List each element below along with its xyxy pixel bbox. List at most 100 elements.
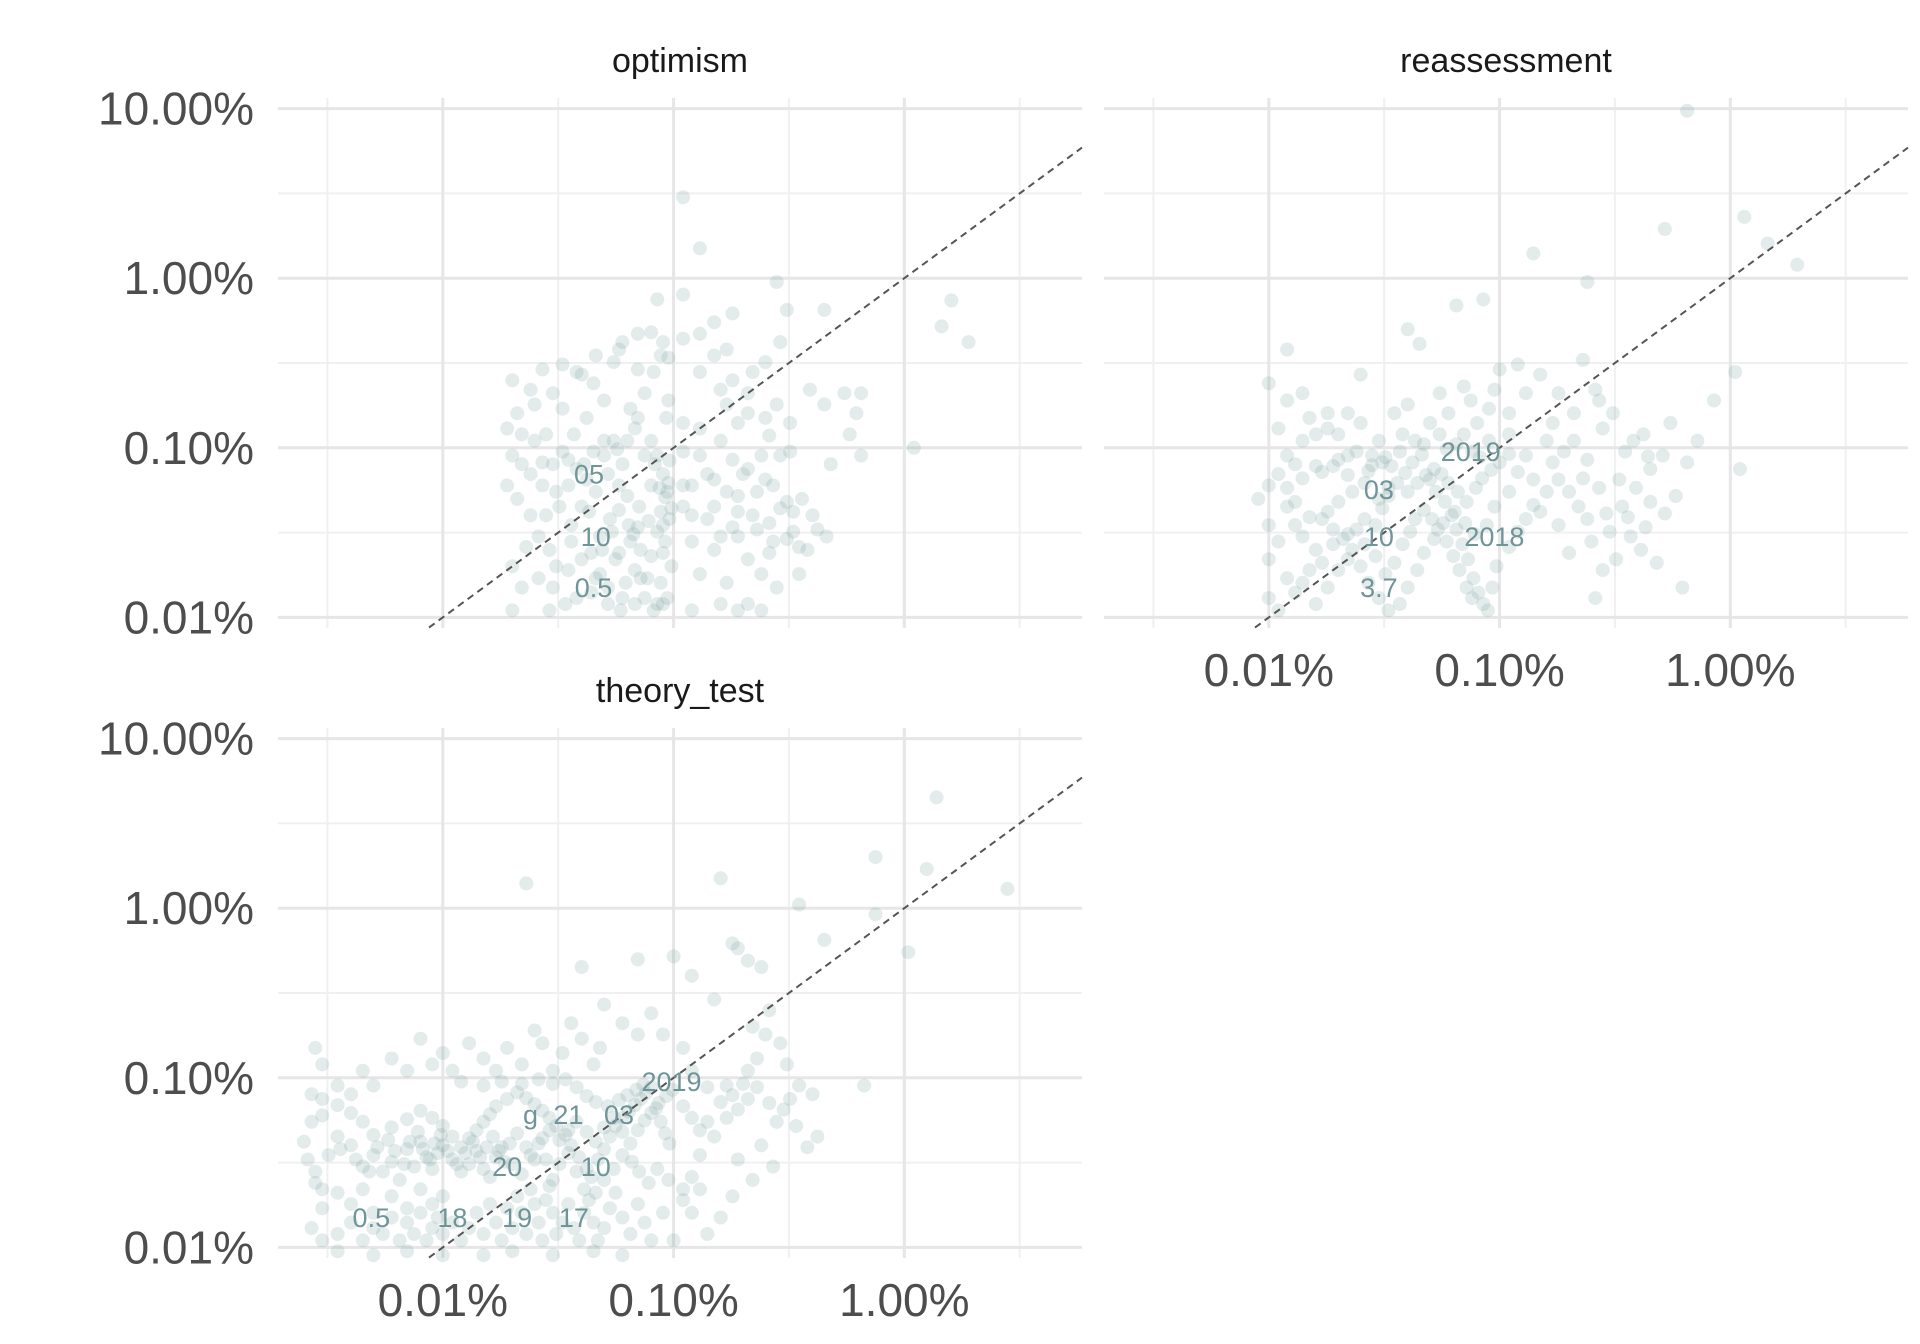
data-point	[1571, 499, 1586, 514]
data-point	[527, 1097, 542, 1112]
data-point	[637, 1215, 652, 1230]
data-point	[1427, 462, 1441, 476]
data-point	[1331, 427, 1346, 442]
data-point	[427, 1136, 442, 1151]
data-point	[627, 597, 642, 611]
data-point	[725, 1189, 740, 1204]
data-point	[552, 1157, 567, 1172]
data-point	[574, 499, 589, 514]
data-point	[582, 1193, 596, 1208]
data-point	[1340, 448, 1355, 463]
data-point	[549, 484, 564, 499]
data-point	[730, 416, 745, 430]
data-point	[1595, 563, 1610, 578]
data-point	[1425, 512, 1440, 527]
data-point	[586, 1244, 601, 1259]
data-point	[1271, 421, 1286, 436]
data-point	[539, 508, 553, 523]
data-point	[606, 355, 621, 370]
data-point	[476, 1162, 491, 1176]
data-point	[593, 1040, 607, 1055]
data-point	[700, 1114, 715, 1129]
data-point	[1412, 336, 1427, 351]
data-point	[707, 1129, 722, 1144]
data-point	[1444, 508, 1459, 523]
data-point	[656, 335, 670, 350]
data-point	[1371, 591, 1386, 606]
data-point	[1261, 478, 1276, 493]
data-point	[597, 393, 612, 408]
data-point	[419, 1233, 434, 1248]
data-point	[1408, 433, 1422, 448]
data-point	[519, 1140, 534, 1155]
data-point	[1449, 298, 1464, 313]
data-point	[1365, 448, 1379, 463]
data-point	[1489, 559, 1504, 574]
data-point	[762, 1096, 777, 1110]
data-point	[692, 448, 707, 463]
data-point	[344, 1106, 358, 1120]
data-point	[1562, 484, 1576, 499]
data-point	[730, 489, 745, 503]
data-point	[725, 306, 740, 321]
data-point	[789, 1119, 804, 1133]
data-point	[632, 1164, 647, 1179]
data-point	[330, 1129, 345, 1144]
data-point	[601, 580, 615, 595]
data-point	[1466, 571, 1481, 586]
point-text-label: 3.7	[1360, 573, 1398, 603]
data-point	[854, 448, 869, 463]
data-point	[1340, 552, 1355, 567]
y-tick-label: 0.10%	[124, 422, 254, 474]
data-point	[1326, 459, 1341, 474]
panel-title-reassessment: reassessment	[1400, 42, 1612, 80]
data-point	[661, 1172, 676, 1187]
data-point	[1595, 421, 1610, 436]
data-point	[1261, 552, 1276, 567]
data-point	[569, 591, 584, 606]
data-point	[754, 1138, 769, 1153]
data-point	[410, 1124, 425, 1139]
data-point	[588, 348, 603, 363]
data-point	[627, 421, 642, 436]
data-point	[1461, 552, 1475, 567]
data-point	[612, 342, 626, 357]
data-point	[1588, 382, 1603, 397]
data-point	[601, 467, 615, 482]
data-point	[1378, 567, 1393, 582]
data-point	[572, 1150, 587, 1165]
data-point	[630, 326, 645, 341]
data-point	[1368, 518, 1383, 533]
data-point	[1465, 444, 1480, 459]
data-point	[482, 1170, 497, 1184]
data-point	[627, 563, 642, 578]
data-point	[539, 1193, 553, 1208]
data-point	[1482, 433, 1496, 448]
data-point	[730, 529, 745, 544]
data-point	[1476, 597, 1491, 611]
data-point	[1326, 522, 1341, 537]
data-point	[1502, 427, 1517, 442]
data-point	[662, 512, 677, 527]
data-point	[725, 373, 740, 388]
data-point	[615, 1248, 630, 1263]
data-point	[1395, 537, 1410, 552]
data-point	[407, 1227, 421, 1241]
data-point	[1441, 406, 1456, 421]
data-point	[766, 534, 781, 549]
data-point	[330, 1098, 345, 1113]
data-point	[1340, 406, 1355, 421]
data-point	[1649, 555, 1664, 570]
data-point	[1790, 257, 1805, 272]
data-point	[1403, 524, 1418, 539]
x-tick-label: 1.00%	[839, 1274, 969, 1326]
data-point	[542, 1123, 557, 1138]
data-point	[1349, 522, 1364, 537]
data-point	[1456, 379, 1471, 394]
data-point	[510, 491, 525, 506]
data-point	[577, 1205, 592, 1220]
point-text-label: 10	[581, 522, 611, 552]
data-point	[545, 386, 560, 401]
data-point	[769, 275, 784, 289]
data-point	[425, 1162, 440, 1176]
